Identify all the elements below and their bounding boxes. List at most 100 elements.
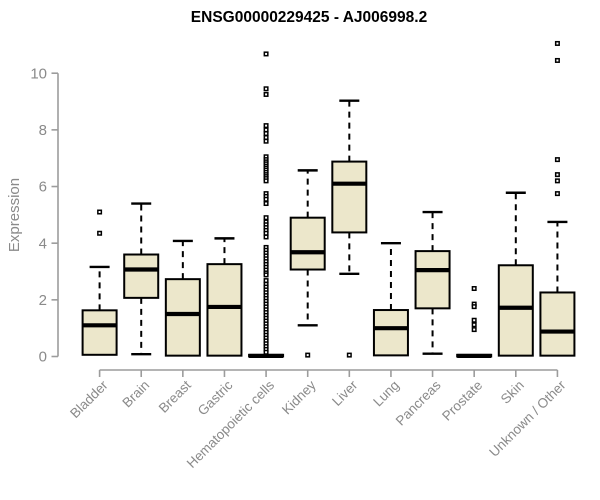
boxplot-group: [123, 202, 160, 356]
outlier-point-center: [265, 273, 268, 276]
outlier-point-center: [265, 252, 268, 255]
outlier-point-center: [265, 311, 268, 314]
outlier-point-center: [265, 297, 268, 300]
outlier-point-center: [265, 93, 268, 96]
outlier-point-center: [265, 266, 268, 269]
outlier-point-center: [265, 322, 268, 325]
outlier-point-center: [265, 257, 268, 260]
outlier-point-center: [265, 328, 268, 331]
outlier-point-center: [265, 232, 268, 235]
boxplot-group: [331, 99, 368, 358]
outlier-point-center: [556, 173, 559, 176]
outlier-point-center: [265, 195, 268, 198]
outlier-point-center: [265, 305, 268, 308]
outlier-point-center: [265, 283, 268, 286]
outlier-point-center: [473, 305, 476, 308]
outlier-point-center: [348, 354, 351, 357]
outlier-point-center: [265, 155, 268, 158]
outlier-point-center: [265, 351, 268, 354]
x-tick-label: Skin: [498, 378, 527, 407]
outlier-point-center: [265, 342, 268, 345]
x-tick-label: Gastric: [195, 377, 236, 418]
y-tick-label: 2: [39, 292, 47, 309]
x-tick-label: Bladder: [67, 377, 111, 421]
outlier-point-center: [265, 220, 268, 223]
y-tick-label: 4: [39, 235, 47, 252]
outlier-point-center: [265, 223, 268, 226]
outlier-point-center: [556, 42, 559, 45]
chart-title: ENSG00000229425 - AJ006998.2: [191, 9, 427, 26]
outlier-point-center: [265, 229, 268, 232]
y-tick-label: 6: [39, 179, 47, 196]
outlier-point-center: [265, 339, 268, 342]
outlier-point-center: [306, 354, 309, 357]
x-tick-label: Kidney: [279, 377, 319, 417]
outlier-point-center: [265, 179, 268, 182]
iqr-box: [164, 278, 201, 357]
x-tick-label: Brain: [119, 378, 152, 411]
iqr-box: [123, 253, 160, 299]
outlier-point-center: [265, 263, 268, 266]
iqr-box: [539, 291, 576, 357]
x-tick-label: Lung: [370, 378, 402, 410]
outlier-point-center: [98, 211, 101, 214]
outlier-point-center: [265, 334, 268, 337]
outlier-point-center: [265, 303, 268, 306]
outlier-point-center: [265, 337, 268, 340]
outlier-point-center: [265, 226, 268, 229]
boxplot-series: [81, 40, 576, 359]
boxplot-group: [372, 241, 409, 357]
iqr-box: [414, 250, 451, 310]
outlier-point-center: [265, 308, 268, 311]
x-tick-label: Liver: [329, 377, 361, 409]
outlier-point-center: [265, 246, 268, 249]
iqr-box: [206, 263, 243, 357]
outlier-point-center: [265, 235, 268, 238]
boxplot-group: [539, 40, 576, 357]
outlier-point-center: [265, 325, 268, 328]
outlier-point-center: [265, 294, 268, 297]
outlier-point-center: [265, 128, 268, 131]
x-tick-label: Pancreas: [393, 377, 444, 428]
outlier-point-center: [265, 132, 268, 135]
outlier-point-center: [556, 192, 559, 195]
outlier-point-center: [265, 87, 268, 90]
x-tick-label: Prostate: [439, 378, 485, 424]
outlier-point-center: [265, 260, 268, 263]
iqr-box: [372, 309, 409, 357]
y-tick-label: 0: [39, 349, 47, 366]
outlier-point-center: [265, 202, 268, 205]
outlier-point-center: [98, 232, 101, 235]
boxplot-group: [206, 237, 243, 357]
outlier-point-center: [473, 303, 476, 306]
outlier-point-center: [473, 328, 476, 331]
outlier-point-center: [473, 319, 476, 322]
outlier-point-center: [556, 59, 559, 62]
boxplot-group: [248, 51, 285, 359]
outlier-point-center: [265, 279, 268, 282]
boxplot-group: [414, 210, 451, 355]
boxplot-group: [81, 209, 118, 356]
outlier-point-center: [265, 124, 268, 127]
iqr-box: [331, 160, 368, 234]
y-tick-label: 8: [39, 122, 47, 139]
outlier-point-center: [265, 345, 268, 348]
outlier-point-center: [265, 249, 268, 252]
outlier-point-center: [556, 179, 559, 182]
outlier-point-center: [265, 254, 268, 257]
outlier-point-center: [265, 286, 268, 289]
iqr-box: [497, 264, 534, 357]
boxplot-group: [164, 239, 201, 357]
outlier-point-center: [265, 320, 268, 323]
boxplot-group: [456, 286, 493, 359]
outlier-point-center: [265, 300, 268, 303]
outlier-point-center: [265, 288, 268, 291]
boxplot-group: [497, 191, 534, 357]
outlier-point-center: [265, 52, 268, 55]
outlier-point-center: [265, 317, 268, 320]
outlier-point-center: [265, 216, 268, 219]
outlier-point-center: [265, 198, 268, 201]
